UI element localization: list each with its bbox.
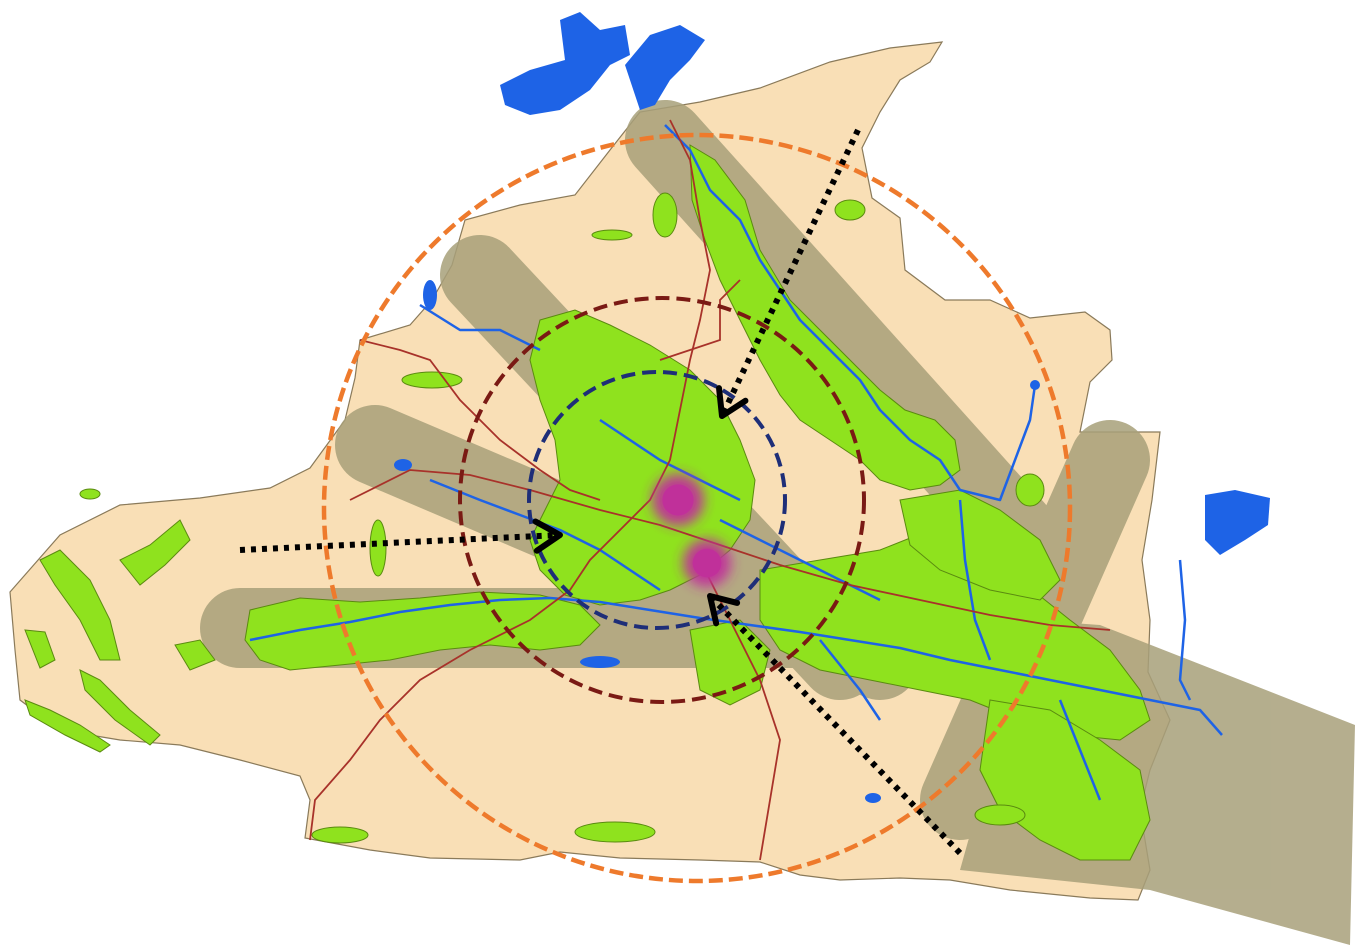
arrow-from-north-east bbox=[716, 128, 861, 419]
river-main bbox=[249, 596, 1223, 736]
green-space-patch bbox=[79, 488, 101, 500]
lake-east bbox=[1205, 490, 1270, 555]
road-link bbox=[659, 279, 741, 361]
green-spaces bbox=[24, 144, 1151, 861]
distance-rings bbox=[321, 132, 1073, 884]
river-tributary bbox=[599, 418, 741, 502]
river-tributary bbox=[819, 639, 882, 721]
green-space-strip bbox=[79, 669, 161, 746]
river-tributary bbox=[429, 478, 661, 592]
river-tributary bbox=[419, 303, 541, 352]
green-space-patch bbox=[1015, 473, 1045, 507]
green-space-patch bbox=[834, 199, 866, 221]
lake bbox=[865, 793, 881, 803]
green-space-patch bbox=[574, 821, 656, 843]
lake bbox=[423, 280, 437, 310]
chevron-arrowhead-icon bbox=[716, 385, 749, 419]
lake bbox=[1030, 380, 1040, 390]
river-tributary bbox=[1058, 699, 1102, 801]
green-space-central bbox=[529, 309, 756, 606]
lake bbox=[394, 459, 412, 471]
lake-north bbox=[625, 25, 705, 110]
arrow-from-south-east bbox=[707, 593, 963, 856]
green-space-strip bbox=[174, 639, 216, 671]
green-space-patch bbox=[974, 804, 1026, 826]
chevron-arrowhead-icon bbox=[707, 593, 741, 627]
lakes bbox=[394, 12, 1270, 803]
green-space-strip bbox=[24, 699, 111, 753]
chevron-arrowhead-icon bbox=[532, 518, 563, 554]
river-tributary bbox=[958, 499, 992, 661]
green-space-strip bbox=[24, 629, 56, 669]
green-space-patch bbox=[369, 519, 387, 577]
green-space-north-valley bbox=[689, 144, 961, 491]
green-space-patch bbox=[652, 192, 678, 238]
direction-arrows bbox=[239, 128, 963, 856]
ring-inner bbox=[527, 370, 787, 630]
river-north bbox=[664, 124, 1037, 502]
lake bbox=[580, 656, 620, 668]
urban-centers bbox=[652, 474, 731, 587]
river-network bbox=[249, 124, 1223, 801]
road-northwest bbox=[359, 339, 601, 501]
green-space-strip bbox=[119, 519, 191, 586]
ring-outer bbox=[321, 132, 1073, 884]
green-space-patch bbox=[591, 229, 633, 241]
river-tributary bbox=[719, 518, 881, 602]
green-space-west-valley bbox=[244, 591, 601, 671]
ring-middle bbox=[458, 296, 866, 704]
green-space-patch bbox=[401, 371, 463, 389]
river-tributary bbox=[1178, 559, 1192, 701]
lake-north bbox=[500, 12, 630, 115]
green-space-patch bbox=[311, 826, 369, 844]
green-space-east-patch bbox=[899, 489, 1061, 601]
road-north-south bbox=[309, 119, 711, 841]
green-space-strip bbox=[39, 549, 121, 661]
arrow-from-west bbox=[239, 518, 563, 554]
